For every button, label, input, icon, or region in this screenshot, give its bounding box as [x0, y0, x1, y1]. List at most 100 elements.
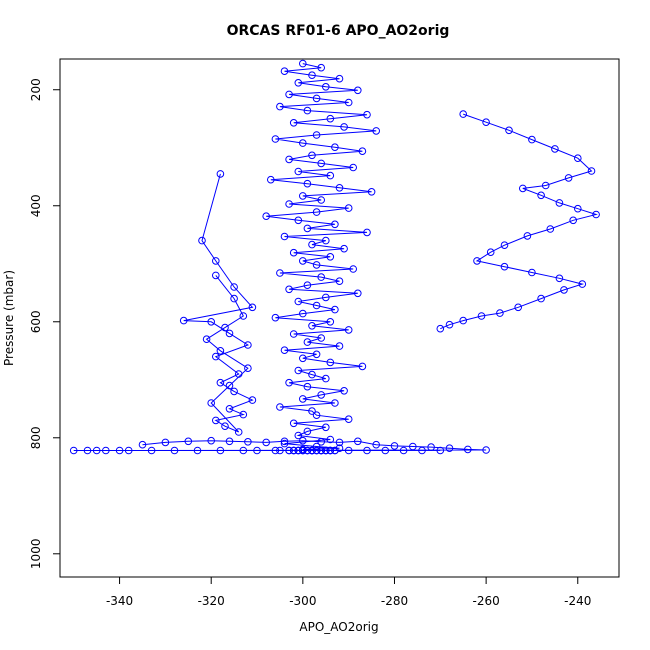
data-point	[308, 322, 316, 330]
data-point	[212, 416, 220, 425]
data-point	[326, 171, 335, 180]
data-point	[331, 399, 339, 407]
data-point	[331, 143, 339, 151]
data-point	[294, 216, 303, 225]
data-point	[445, 444, 454, 453]
data-point	[230, 294, 238, 303]
data-point	[473, 257, 481, 265]
data-point	[221, 422, 229, 431]
data-point	[317, 196, 326, 204]
data-point	[239, 446, 248, 455]
data-point	[459, 110, 468, 118]
data-point	[326, 446, 335, 455]
data-point	[239, 312, 248, 320]
data-point	[326, 358, 335, 367]
data-point	[482, 118, 490, 126]
data-point	[528, 135, 536, 144]
data-point	[555, 199, 564, 207]
data-point	[161, 438, 170, 447]
data-point	[363, 110, 371, 119]
data-point	[322, 374, 330, 383]
data-point	[303, 338, 312, 346]
data-point	[372, 127, 381, 135]
data-point	[312, 94, 321, 103]
data-point	[500, 241, 509, 249]
data-point	[317, 391, 326, 399]
data-point	[303, 224, 312, 233]
data-point	[372, 440, 381, 449]
data-point	[564, 174, 573, 182]
data-point	[322, 423, 330, 432]
data-point	[335, 184, 344, 192]
data-point	[344, 204, 353, 212]
data-point	[285, 155, 293, 164]
data-point	[225, 329, 234, 338]
data-point	[248, 303, 257, 312]
data-point	[234, 370, 243, 378]
data-point	[335, 438, 344, 447]
data-point	[193, 446, 202, 455]
data-point	[299, 192, 307, 200]
data-point	[335, 74, 344, 83]
data-point	[326, 252, 335, 261]
data-point	[340, 244, 348, 253]
data-point	[514, 303, 523, 312]
chart-title: ORCAS RF01-6 APO_AO2orig	[227, 23, 450, 39]
data-point	[239, 410, 248, 419]
data-point	[344, 326, 353, 334]
data-point	[317, 273, 326, 281]
data-point	[317, 63, 326, 72]
data-point	[308, 240, 316, 249]
x-tick-label: -260	[473, 594, 500, 608]
data-point	[335, 342, 344, 350]
data-point	[225, 437, 234, 446]
data-point	[102, 446, 110, 455]
data-point	[299, 436, 307, 445]
data-point	[289, 248, 298, 257]
data-point	[496, 309, 504, 317]
data-point	[326, 435, 335, 444]
data-point	[289, 446, 298, 455]
data-point	[358, 362, 367, 371]
data-point	[216, 347, 225, 355]
data-point	[592, 210, 600, 219]
data-point	[322, 293, 330, 302]
data-point	[418, 446, 426, 455]
data-point	[221, 323, 229, 332]
data-point	[69, 446, 78, 455]
data-point	[555, 274, 564, 283]
data-point	[170, 446, 179, 455]
data-point	[234, 428, 243, 436]
data-point	[285, 200, 293, 208]
data-point	[312, 131, 321, 139]
series-line-0	[266, 63, 377, 451]
data-point	[198, 236, 206, 245]
data-point	[184, 437, 193, 446]
data-point	[344, 98, 353, 107]
data-point	[308, 407, 316, 415]
data-point	[276, 269, 284, 277]
data-point	[578, 280, 587, 288]
data-point	[299, 354, 307, 363]
data-point	[331, 220, 339, 229]
data-point	[326, 114, 335, 123]
data-point	[523, 232, 532, 240]
data-point	[363, 446, 371, 455]
data-point	[294, 366, 303, 375]
data-point	[477, 312, 486, 320]
data-point	[312, 411, 321, 420]
data-point	[289, 330, 298, 338]
data-point	[262, 212, 271, 220]
data-point	[294, 431, 303, 440]
data-point	[212, 352, 220, 361]
data-point	[551, 145, 559, 153]
y-axis-label: Pressure (mbar)	[2, 270, 16, 366]
data-point	[244, 438, 252, 446]
data-point	[528, 268, 536, 277]
data-point	[294, 297, 303, 306]
data-point	[280, 437, 289, 446]
data-point	[299, 139, 307, 147]
data-point	[303, 427, 312, 436]
data-point	[308, 370, 316, 379]
plot-frame	[59, 58, 620, 578]
